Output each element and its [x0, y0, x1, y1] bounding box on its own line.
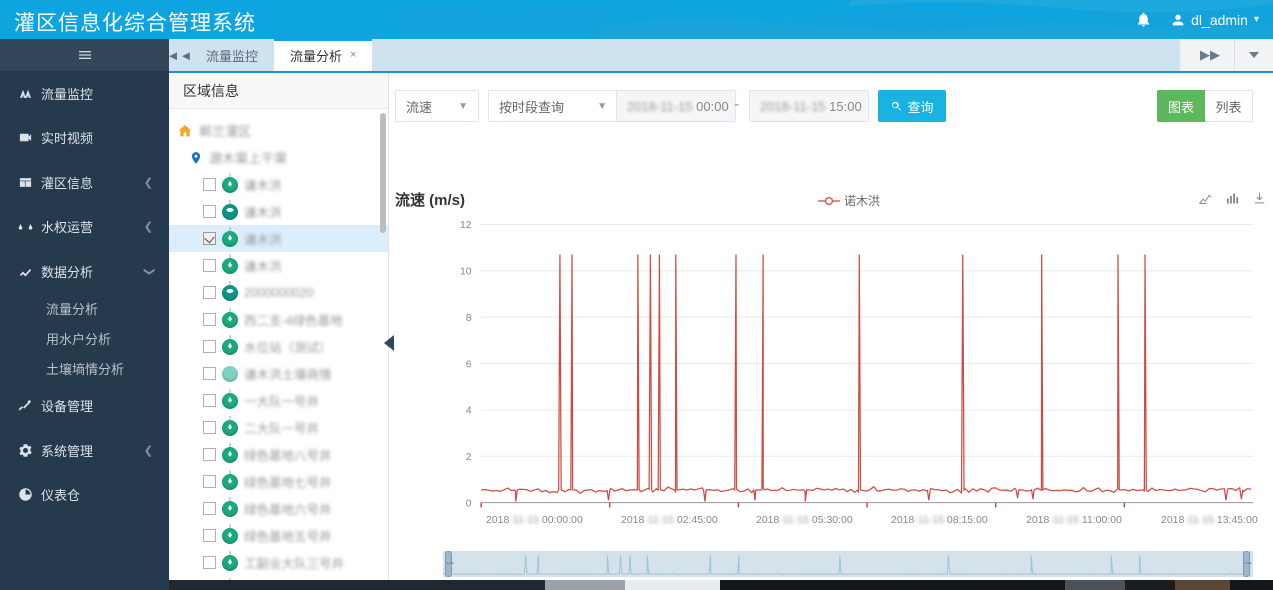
svg-text:0: 0	[466, 498, 472, 509]
svg-text:12: 12	[460, 220, 472, 231]
svg-text:6: 6	[466, 359, 472, 370]
svg-text:10: 10	[460, 267, 472, 278]
svg-text:2: 2	[466, 452, 472, 463]
svg-text:4: 4	[466, 406, 472, 417]
svg-text:8: 8	[466, 313, 472, 324]
